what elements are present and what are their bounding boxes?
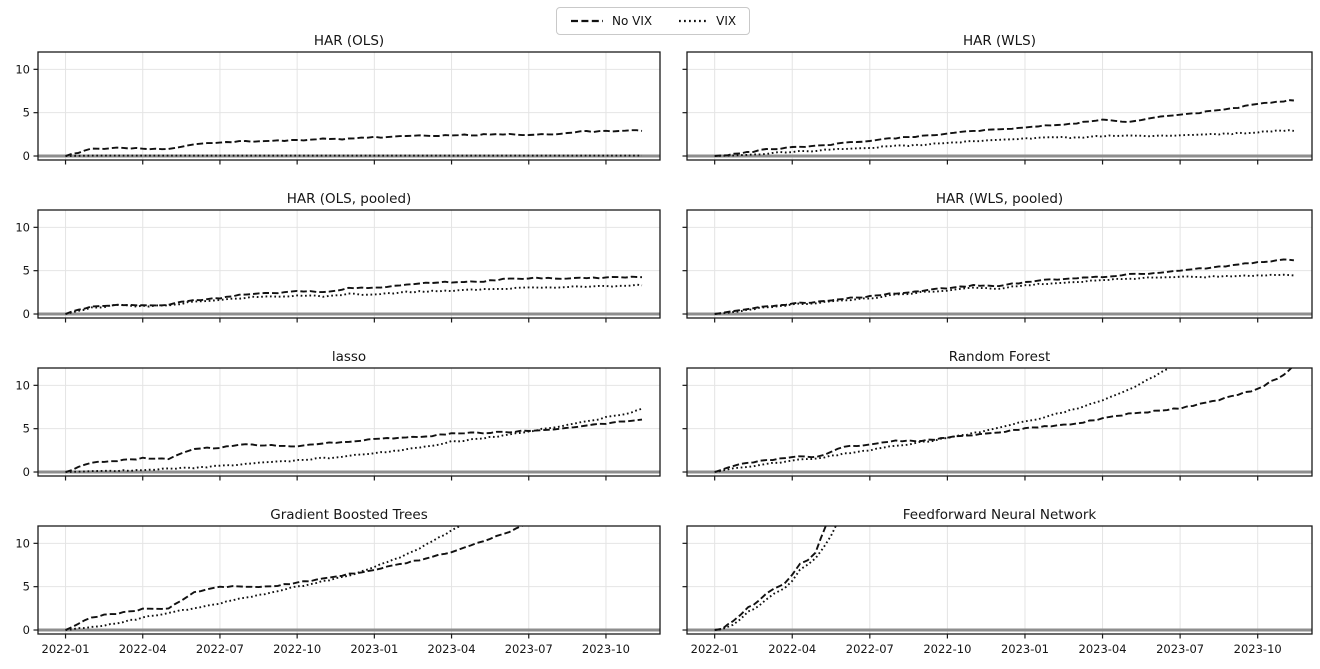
series-line-no-vix [65, 275, 643, 315]
y-tick-label: 10 [15, 62, 30, 76]
subplot-har-ols-pooled: 0 5 10 HAR (OLS, pooled) [15, 191, 661, 323]
gridlines [38, 526, 660, 634]
subplot-title: lasso [332, 349, 366, 365]
gridlines [687, 368, 1312, 476]
axis-ticks [682, 384, 1259, 481]
y-tick-label: 10 [15, 378, 30, 392]
y-tick-label: 10 [15, 536, 30, 550]
axes-frame [686, 51, 1313, 161]
gridlines [38, 52, 660, 160]
axes-frame [37, 525, 661, 635]
y-tick-label: 0 [23, 307, 30, 321]
axis-ticks [682, 542, 1259, 639]
x-tick-label: 2022-10 [923, 642, 971, 656]
axes-frame [37, 209, 661, 319]
legend-label-no-vix: No VIX [612, 14, 653, 28]
axis-ticks [682, 68, 1259, 165]
series-line-vix [714, 129, 1295, 157]
series-line-no-vix [65, 526, 525, 631]
y-tick-label: 5 [23, 264, 30, 278]
subplot-title: HAR (OLS, pooled) [287, 191, 412, 207]
subplot-title: Gradient Boosted Trees [270, 507, 428, 523]
x-tick-label: 2023-07 [1156, 642, 1204, 656]
x-tick-label: 2023-01 [1001, 642, 1049, 656]
subplot-title: HAR (WLS) [963, 33, 1036, 49]
y-tick-label: 5 [23, 106, 30, 120]
legend-item-no-vix: No VIX [570, 14, 652, 28]
y-tick-label: 5 [23, 422, 30, 436]
axes-frame [686, 367, 1313, 477]
gridlines [687, 210, 1312, 318]
subplot-har-wls-pooled: HAR (WLS, pooled) [682, 191, 1313, 323]
subplot-title: Random Forest [949, 349, 1051, 365]
x-tick-label: 2022-10 [273, 642, 321, 656]
axis-ticks [33, 384, 607, 481]
x-tick-label: 2023-10 [1234, 642, 1282, 656]
x-tick-label: 2023-10 [582, 642, 630, 656]
series-line-vix [714, 273, 1294, 315]
y-tick-label: 10 [15, 220, 30, 234]
axis-ticks [682, 226, 1259, 323]
legend-item-vix: VIX [678, 14, 736, 28]
subplot-har-wls: HAR (WLS) [682, 33, 1313, 165]
gridlines [38, 210, 660, 318]
subplot-gradient-boosted-trees: 0 5 10 2022-01 2022-04 2022-07 2022-10 2023-01 2… [15, 507, 661, 656]
series-line-vix [65, 407, 643, 473]
series-line-no-vix [714, 526, 827, 631]
axes-frame [686, 209, 1313, 319]
subplot-title: HAR (WLS, pooled) [936, 191, 1063, 207]
y-tick-label: 0 [23, 623, 30, 637]
series-line-no-vix [714, 99, 1294, 157]
x-tick-label: 2023-04 [428, 642, 476, 656]
series-line-vix [714, 526, 837, 631]
subplot-har-ols: 0 5 10 HAR (OLS) [15, 33, 661, 165]
series-line-vix [714, 368, 1171, 473]
subplot-lasso: 0 5 10 lasso [15, 349, 661, 481]
gridlines [687, 52, 1312, 160]
legend-label-vix: VIX [716, 14, 737, 28]
subplot-title: Feedforward Neural Network [903, 507, 1097, 523]
subplot-title: HAR (OLS) [314, 33, 384, 49]
subplot-feedforward-neural-network: 2022-01 2022-04 2022-07 2022-10 2023-01 2023-… [682, 507, 1313, 656]
subplot-random-forest: Random Forest [682, 349, 1313, 481]
series-line-no-vix [65, 418, 643, 473]
series-line-no-vix [714, 258, 1295, 315]
x-tick-label: 2023-04 [1079, 642, 1127, 656]
y-tick-label: 5 [23, 580, 30, 594]
axis-ticks [33, 68, 607, 165]
series-line-vix [65, 283, 643, 315]
axes-frame [37, 367, 661, 477]
series-line-vix [65, 526, 463, 631]
x-tick-label: 2023-01 [350, 642, 398, 656]
x-tick-label: 2022-07 [196, 642, 244, 656]
legend: No VIX VIX [556, 7, 751, 35]
series-line-no-vix [65, 129, 643, 157]
axis-ticks [33, 542, 607, 639]
dotted-line-icon [679, 19, 708, 23]
x-tick-label: 2022-01 [691, 642, 739, 656]
x-tick-label: 2022-04 [768, 642, 816, 656]
dashed-line-icon [571, 19, 603, 23]
axes-frame [37, 51, 661, 161]
y-tick-label: 0 [23, 149, 30, 163]
x-tick-label: 2022-07 [846, 642, 894, 656]
series-line-no-vix [714, 368, 1293, 473]
x-tick-label: 2023-07 [505, 642, 553, 656]
y-tick-label: 0 [23, 465, 30, 479]
gridlines [687, 526, 1312, 634]
x-tick-label: 2022-04 [119, 642, 167, 656]
axis-ticks [33, 226, 607, 323]
x-tick-label: 2022-01 [42, 642, 90, 656]
axes-frame [686, 525, 1313, 635]
